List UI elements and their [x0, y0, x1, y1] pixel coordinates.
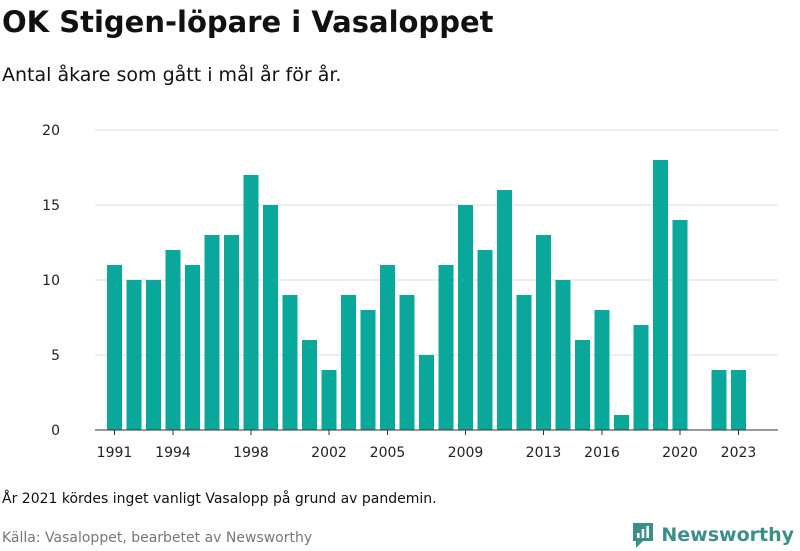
bar-2008 — [438, 265, 454, 430]
newsworthy-logo-icon — [633, 523, 654, 548]
bar-2017 — [614, 415, 629, 430]
bar-1997 — [224, 235, 239, 430]
brand-name: Newsworthy — [661, 524, 794, 546]
chart-subtitle: Antal åkare som gått i mål år för år. — [2, 64, 342, 86]
x-tick-label: 2020 — [662, 445, 698, 461]
bar-2014 — [555, 280, 571, 430]
bar-2012 — [516, 295, 532, 430]
bar-2007 — [419, 355, 434, 430]
bar-1991 — [107, 265, 122, 430]
bar-2015 — [575, 340, 590, 430]
x-tick-label: 1998 — [233, 445, 269, 461]
bar-2009 — [458, 205, 473, 430]
bar-2004 — [360, 310, 376, 430]
bar-chart: 0 5 10 15 20 1991 1994 1998 2002 2005 2009 2013 201… — [42, 123, 778, 461]
bar-2020 — [672, 220, 688, 430]
x-tick-label: 2002 — [311, 445, 347, 461]
bar-1993 — [146, 280, 161, 430]
bar-1992 — [126, 280, 142, 430]
bar-1996 — [204, 235, 220, 430]
y-tick-label: 10 — [42, 273, 60, 289]
bar-2003 — [341, 295, 356, 430]
bar-1998 — [243, 175, 259, 430]
bar-2011 — [497, 190, 512, 430]
y-axis-labels: 0 5 10 15 20 — [42, 123, 60, 439]
bar-2022 — [711, 370, 727, 430]
bar-2001 — [302, 340, 317, 430]
y-tick-label: 0 — [51, 423, 60, 439]
x-tick-label: 2023 — [721, 445, 757, 461]
bar-2010 — [477, 250, 493, 430]
x-tick-label: 2013 — [526, 445, 562, 461]
bar-1999 — [263, 205, 278, 430]
x-axis — [95, 429, 778, 435]
footnote: År 2021 kördes inget vanligt Vasalopp på… — [2, 491, 437, 507]
y-tick-label: 20 — [42, 123, 60, 139]
x-axis-labels: 1991 1994 1998 2002 2005 2009 2013 2016 2020 2023 — [97, 445, 757, 461]
x-tick-label: 2005 — [370, 445, 406, 461]
y-tick-label: 5 — [51, 348, 60, 364]
bar-2006 — [399, 295, 415, 430]
bars — [107, 160, 746, 430]
chart-title: OK Stigen-löpare i Vasaloppet — [2, 5, 494, 39]
x-tick-label: 2016 — [584, 445, 620, 461]
bar-2013 — [536, 235, 551, 430]
bar-2023 — [731, 370, 746, 430]
bar-2019 — [653, 160, 668, 430]
x-tick-label: 1991 — [97, 445, 133, 461]
bar-2016 — [594, 310, 610, 430]
bar-2005 — [380, 265, 395, 430]
bar-2002 — [321, 370, 337, 430]
bar-2018 — [633, 325, 649, 430]
source-credit: Källa: Vasaloppet, bearbetet av Newswort… — [2, 530, 313, 546]
brand-logo[interactable]: Newsworthy — [631, 519, 794, 551]
x-tick-label: 2009 — [448, 445, 484, 461]
bar-1995 — [185, 265, 200, 430]
x-tick-label: 1994 — [155, 445, 191, 461]
bar-2000 — [282, 295, 298, 430]
y-tick-label: 15 — [42, 198, 60, 214]
bar-1994 — [165, 250, 181, 430]
